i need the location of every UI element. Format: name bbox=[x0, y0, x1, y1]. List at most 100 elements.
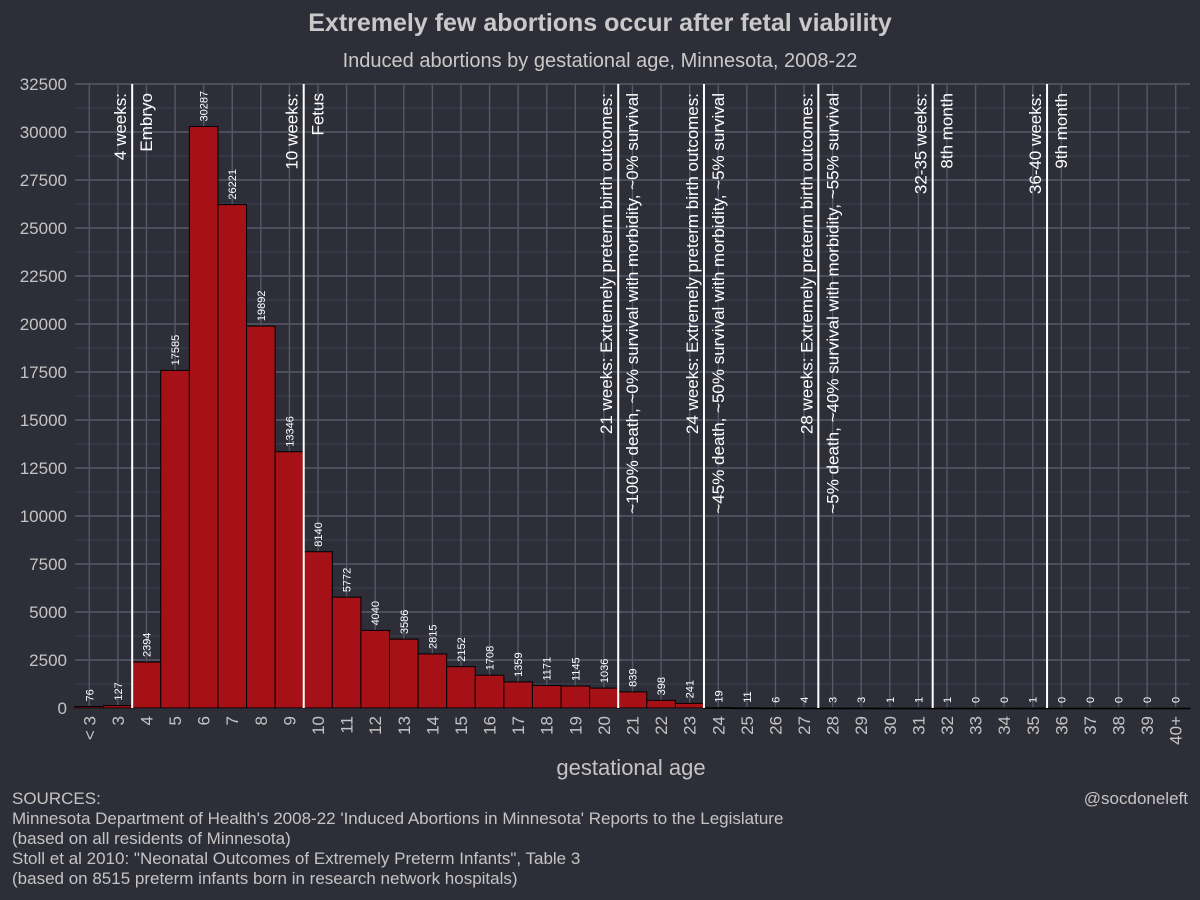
bar-value-label: 1708 bbox=[485, 646, 497, 670]
bar-value-label: 3 bbox=[856, 697, 868, 703]
x-tick-label: 38 bbox=[1110, 716, 1129, 735]
bar-value-label: 1036 bbox=[599, 659, 611, 683]
y-axis: 0 2500 5000 7500 10000 12500 15000 17500 20000 22… bbox=[20, 75, 67, 718]
x-tick-label: 29 bbox=[852, 716, 871, 735]
bar-17 bbox=[503, 681, 533, 709]
reference-line-label: 28 weeks: Extremely preterm birth outcom… bbox=[797, 93, 816, 434]
y-tick-label: 7500 bbox=[29, 555, 67, 574]
bar-33 bbox=[960, 707, 991, 710]
reference-line-label: 10 weeks: bbox=[283, 93, 302, 170]
x-tick-label: 36 bbox=[1052, 716, 1071, 735]
source-line: (based on all residents of Minnesota) bbox=[12, 829, 291, 848]
x-tick-label: 26 bbox=[766, 716, 785, 735]
bar-29 bbox=[846, 707, 877, 710]
y-tick-label: 0 bbox=[58, 699, 67, 718]
bar-value-label: 1 bbox=[913, 697, 925, 703]
bar-value-label: 2152 bbox=[456, 637, 468, 661]
bar-15 bbox=[446, 666, 476, 709]
y-tick-label: 2500 bbox=[29, 651, 67, 670]
bar-34 bbox=[989, 707, 1019, 710]
x-axis: < 3 3 4 5 6 7 8 9 10 11 12 13 14 15 16 17 18 19 20 21 22 23 24… bbox=[80, 716, 1185, 745]
bar-value-label: 76 bbox=[84, 689, 96, 701]
sources-note: SOURCES: Minnesota Department of Health'… bbox=[12, 789, 783, 889]
x-tick-label: 20 bbox=[595, 716, 614, 735]
reference-line-label: 21 weeks: Extremely preterm birth outcom… bbox=[597, 93, 616, 434]
bar-value-label: 19892 bbox=[256, 290, 268, 321]
bar-value-label: 4040 bbox=[370, 601, 382, 625]
bar-value-label: 0 bbox=[999, 697, 1011, 703]
bar-3 bbox=[103, 705, 133, 709]
bar-value-label: 1 bbox=[1028, 697, 1040, 703]
bar-26 bbox=[760, 707, 791, 710]
bar-36 bbox=[1046, 707, 1077, 710]
bar-35 bbox=[1017, 707, 1048, 710]
bar-25 bbox=[732, 707, 762, 710]
source-line: Stoll et al 2010: "Neonatal Outcomes of … bbox=[12, 849, 581, 868]
x-tick-label: < 3 bbox=[80, 716, 99, 740]
bar-7 bbox=[217, 204, 248, 709]
bar-40+ bbox=[1160, 707, 1191, 710]
x-tick-label: 9 bbox=[280, 716, 299, 725]
reference-line-note: ~5% death, ~40% survival with morbidity,… bbox=[823, 93, 842, 514]
x-tick-label: 30 bbox=[881, 716, 900, 735]
reference-line-note: 9th month bbox=[1052, 93, 1071, 169]
bar-value-label: 26221 bbox=[227, 169, 239, 200]
bar-value-label: 1 bbox=[885, 697, 897, 703]
bar-value-label: 3586 bbox=[399, 610, 411, 634]
bar-19 bbox=[560, 685, 591, 709]
reference-line-label: 36-40 weeks: bbox=[1026, 93, 1045, 194]
reference-line-note: Fetus bbox=[309, 93, 328, 136]
x-tick-label: 25 bbox=[738, 716, 757, 735]
bar-39 bbox=[1132, 707, 1162, 710]
x-tick-label: 40+ bbox=[1167, 716, 1186, 745]
x-tick-label: 10 bbox=[309, 716, 328, 735]
source-line: Minnesota Department of Health's 2008-22… bbox=[12, 809, 784, 828]
x-axis-title: gestational age bbox=[556, 755, 705, 780]
bar-value-label: 2394 bbox=[141, 633, 153, 657]
y-tick-label: 5000 bbox=[29, 603, 67, 622]
chart-subtitle: Induced abortions by gestational age, Mi… bbox=[343, 50, 858, 72]
bar-value-label: 4 bbox=[799, 697, 811, 703]
x-tick-label: 33 bbox=[967, 716, 986, 735]
bar-27 bbox=[789, 707, 819, 710]
bar-37 bbox=[1075, 707, 1105, 710]
bar-12 bbox=[360, 629, 390, 709]
x-tick-label: 15 bbox=[452, 716, 471, 735]
y-tick-label: 30000 bbox=[20, 123, 67, 142]
bar-value-label: 30287 bbox=[199, 91, 211, 122]
y-tick-label: 27500 bbox=[20, 171, 67, 190]
bar-38 bbox=[1103, 707, 1134, 710]
x-tick-label: 12 bbox=[366, 716, 385, 735]
y-tick-label: 32500 bbox=[20, 75, 67, 94]
y-tick-label: 10000 bbox=[20, 507, 67, 526]
bar-value-label: 13346 bbox=[284, 416, 296, 447]
bar-23 bbox=[674, 702, 705, 709]
bar-value-label: 5772 bbox=[342, 568, 354, 592]
x-tick-label: 39 bbox=[1138, 716, 1157, 735]
bar-value-label: 1 bbox=[942, 697, 954, 703]
x-tick-label: 23 bbox=[681, 716, 700, 735]
reference-lines: 4 weeks: Embryo 10 weeks: Fetus 21 weeks: Ex… bbox=[111, 84, 1071, 708]
x-tick-label: 32 bbox=[938, 716, 957, 735]
bar-4 bbox=[131, 661, 162, 709]
x-tick-label: 17 bbox=[509, 716, 528, 735]
bar-22 bbox=[646, 699, 676, 709]
bar-value-label: 0 bbox=[1114, 697, 1126, 703]
bar-30 bbox=[875, 707, 905, 710]
bar-value-label: 1359 bbox=[513, 652, 525, 676]
reference-line-note: 8th month bbox=[938, 93, 957, 169]
x-tick-label: 28 bbox=[824, 716, 843, 735]
x-tick-label: 3 bbox=[109, 716, 128, 725]
reference-line-note: ~45% death, ~50% survival with morbidity… bbox=[709, 93, 728, 514]
bar-16 bbox=[474, 674, 505, 709]
bar-value-label: 0 bbox=[1056, 697, 1068, 703]
bar-value-label: 0 bbox=[971, 697, 983, 703]
bar-31 bbox=[903, 707, 934, 710]
bar-value-label: 6 bbox=[770, 697, 782, 703]
bar-value-label: 398 bbox=[656, 677, 668, 695]
bar-value-label: 127 bbox=[113, 682, 125, 700]
x-tick-label: 16 bbox=[481, 716, 500, 735]
x-tick-label: 19 bbox=[566, 716, 585, 735]
bar-14 bbox=[417, 653, 448, 709]
